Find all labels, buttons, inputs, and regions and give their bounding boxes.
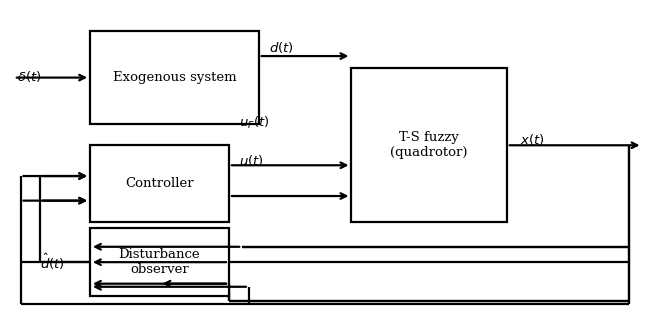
Text: $d(t)$: $d(t)$: [269, 40, 294, 54]
Text: $\delta(t)$: $\delta(t)$: [17, 69, 42, 83]
Text: $u(t)$: $u(t)$: [239, 153, 264, 168]
Text: $x(t)$: $x(t)$: [520, 132, 544, 146]
Bar: [90, 145, 229, 222]
Bar: [351, 68, 507, 222]
Text: T-S fuzzy
(quadrotor): T-S fuzzy (quadrotor): [391, 131, 468, 159]
Text: Controller: Controller: [125, 177, 194, 190]
Bar: [90, 228, 229, 296]
Text: $\hat{d}(t)$: $\hat{d}(t)$: [40, 252, 65, 272]
Text: $u_F(t)$: $u_F(t)$: [239, 115, 269, 131]
Text: Exogenous system: Exogenous system: [113, 71, 236, 84]
Bar: [90, 32, 259, 124]
Text: Disturbance
observer: Disturbance observer: [119, 248, 200, 276]
